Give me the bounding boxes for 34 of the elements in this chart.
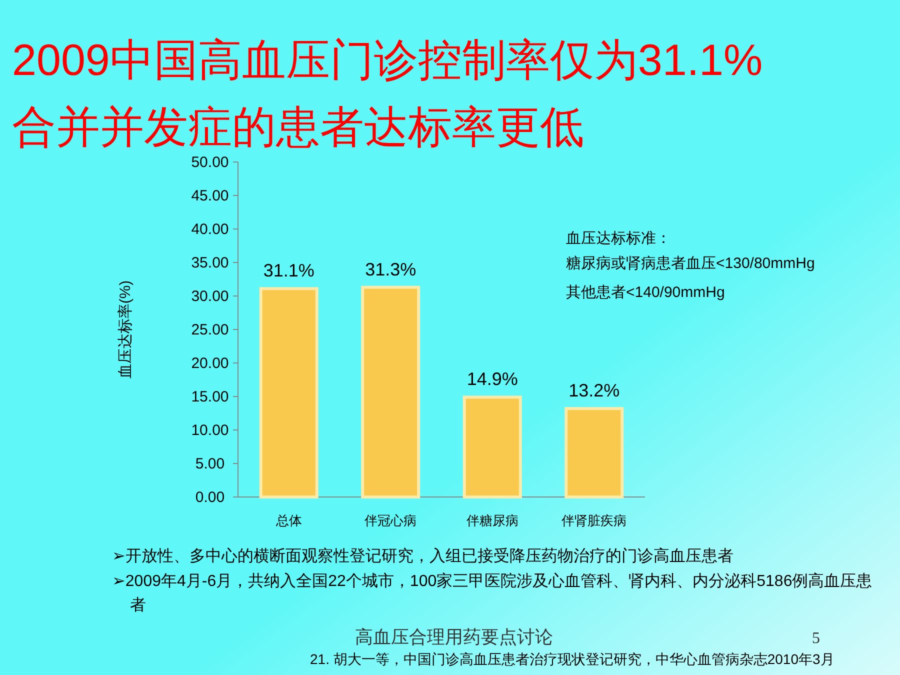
x-tick-label: 伴冠心病 [364,513,417,528]
text: 21. 胡大一等，中国门诊高血压患者治疗现状登记研究，中华心血管病杂志2010年3月 [310,651,834,667]
text: ➢2009年4月-6月，共纳入全国22个城市，100家三甲医院涉及心血管科、肾内科、内分泌科5186例高血压患者 [112,572,872,614]
data-label: 31.3% [365,259,416,280]
data-label: 14.9% [466,369,518,390]
annotation: 血压达标标准： [566,230,671,247]
chart-subtitle: 合并并发症的患者达标率更低 [12,103,584,152]
x-tick-label: 总体 [274,513,302,528]
y-tick-label: 0.00 [195,489,225,506]
y-tick-label: 45.00 [191,188,229,204]
annotation: 其他患者<140/90mmHg [566,284,725,301]
bar [462,396,522,498]
data-label: 31.1% [263,260,314,281]
y-tick-label: 10.00 [191,422,229,439]
x-tick-label: 伴糖尿病 [466,513,518,528]
y-tick-label: 50.00 [191,154,229,171]
y-tick-label: 30.00 [191,288,229,305]
y-tick-label: 5.00 [195,456,225,472]
text: ➢开放性、多中心的横断面观察性登记研究，入组已接受降压药物治疗的门诊高血压患者 [112,547,734,565]
bar [361,286,420,498]
bar [564,407,624,498]
y-tick-label: 20.00 [191,355,229,372]
x-tick-label: 伴肾脏疾病 [562,513,627,528]
annotation: 糖尿病或肾病患者血压<130/80mmHg [566,255,815,272]
bar [259,287,318,498]
text: 5 [812,630,820,647]
data-label: 13.2% [568,380,620,401]
text: 高血压合理用药要点讨论 [355,627,553,647]
y-tick-label: 40.00 [191,221,229,238]
y-tick-label: 35.00 [191,254,229,272]
y-tick-label: 25.00 [191,322,229,338]
chart-title: 2009中国高血压门诊控制率仅为31.1% [12,36,763,85]
y-tick-label: 15.00 [191,388,229,406]
y-axis-title: 血压达标率(%) [117,280,134,379]
